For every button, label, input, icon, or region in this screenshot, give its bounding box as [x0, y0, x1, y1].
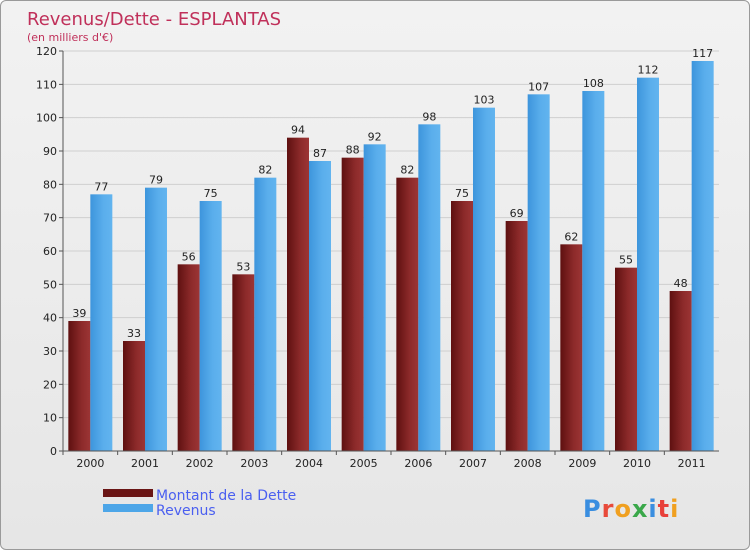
value-label: 107 — [528, 80, 549, 93]
y-tick-label: 20 — [43, 378, 57, 391]
x-tick-label: 2005 — [350, 457, 378, 470]
bar-revenus — [691, 61, 714, 451]
bar-dette — [451, 201, 473, 451]
bar-revenus — [637, 77, 659, 452]
value-label: 92 — [368, 130, 382, 143]
value-label: 87 — [313, 147, 327, 160]
y-tick-label: 70 — [43, 212, 57, 225]
x-tick-label: 2003 — [240, 457, 268, 470]
value-label: 56 — [182, 250, 196, 263]
bars-layer — [68, 61, 714, 452]
bar-dette — [505, 221, 528, 451]
y-tick-label: 90 — [43, 145, 57, 158]
value-label: 98 — [422, 110, 436, 123]
bar-revenus — [363, 144, 386, 452]
y-tick-label: 50 — [43, 278, 57, 291]
bar-dette — [68, 321, 91, 451]
value-label: 75 — [204, 187, 218, 200]
value-label: 75 — [455, 187, 469, 200]
bar-dette — [615, 267, 637, 451]
legend-swatch-revenus — [103, 504, 153, 512]
x-tick-label: 2007 — [459, 457, 487, 470]
y-tick-label: 10 — [43, 412, 57, 425]
proxiti-logo: Proxiti — [583, 495, 679, 523]
value-label: 53 — [236, 260, 250, 273]
y-tick-label: 0 — [50, 445, 57, 458]
bar-dette — [177, 264, 200, 451]
bar-dette — [396, 177, 419, 451]
svg-text:Proxiti: Proxiti — [583, 495, 679, 523]
bar-dette — [560, 244, 583, 451]
value-label: 62 — [564, 230, 578, 243]
bar-revenus — [90, 194, 113, 452]
value-label: 39 — [72, 307, 86, 320]
x-tick-label: 2011 — [678, 457, 706, 470]
y-tick-label: 30 — [43, 345, 57, 358]
x-tick-label: 2010 — [623, 457, 651, 470]
legend-swatch-dette — [103, 489, 153, 497]
legend-label-dette: Montant de la Dette — [156, 488, 296, 504]
value-label: 103 — [474, 94, 495, 107]
y-tick-label: 110 — [36, 78, 57, 91]
value-label: 108 — [583, 77, 604, 90]
bar-revenus — [527, 94, 550, 451]
y-tick-label: 80 — [43, 178, 57, 191]
bar-revenus — [199, 201, 222, 451]
y-tick-label: 120 — [36, 45, 57, 58]
y-tick-label: 40 — [43, 312, 57, 325]
bar-dette — [287, 137, 309, 451]
x-tick-label: 2001 — [131, 457, 159, 470]
value-label: 117 — [692, 47, 713, 60]
chart-subtitle: (en milliers d'€) — [27, 31, 113, 44]
value-label: 88 — [346, 144, 360, 157]
value-label: 112 — [638, 64, 659, 77]
chart-title: Revenus/Dette - ESPLANTAS — [27, 9, 281, 30]
bar-dette — [123, 341, 145, 451]
legend: Montant de la Dette Revenus — [103, 488, 296, 519]
bar-dette — [669, 291, 692, 451]
value-label: 33 — [127, 327, 141, 340]
bar-revenus — [309, 161, 331, 451]
x-tick-label: 2006 — [404, 457, 432, 470]
value-label: 77 — [94, 180, 108, 193]
value-label: 69 — [510, 207, 524, 220]
legend-label-revenus: Revenus — [156, 503, 216, 519]
bar-revenus — [473, 107, 495, 452]
bar-revenus — [418, 124, 441, 451]
x-tick-label: 2000 — [76, 457, 104, 470]
bar-dette — [341, 157, 364, 451]
value-label: 79 — [149, 174, 163, 187]
bar-revenus — [145, 187, 167, 451]
value-label: 82 — [258, 164, 272, 177]
bar-dette — [232, 274, 255, 451]
x-axis-ticks: 2000 2001 2002 2003 2004 2005 2006 2007 2008 2009… — [62, 451, 706, 470]
bar-revenus — [582, 91, 605, 451]
x-tick-label: 2002 — [186, 457, 214, 470]
x-tick-label: 2008 — [514, 457, 542, 470]
x-tick-label: 2004 — [295, 457, 323, 470]
grid-layer — [63, 50, 719, 452]
value-label: 94 — [291, 124, 305, 137]
y-tick-label: 100 — [36, 112, 57, 125]
bar-revenus — [254, 177, 277, 451]
y-axis-ticks: 0 10 20 30 40 50 60 70 80 90 100 110 120 — [36, 45, 63, 458]
value-label: 48 — [674, 277, 688, 290]
value-labels-layer: 39 77 33 79 56 75 53 82 94 87 88 92 82 98 75 103 69 107 62… — [72, 47, 713, 340]
value-label: 55 — [619, 254, 633, 267]
y-tick-label: 60 — [43, 245, 57, 258]
value-label: 82 — [400, 164, 414, 177]
x-tick-label: 2009 — [568, 457, 596, 470]
